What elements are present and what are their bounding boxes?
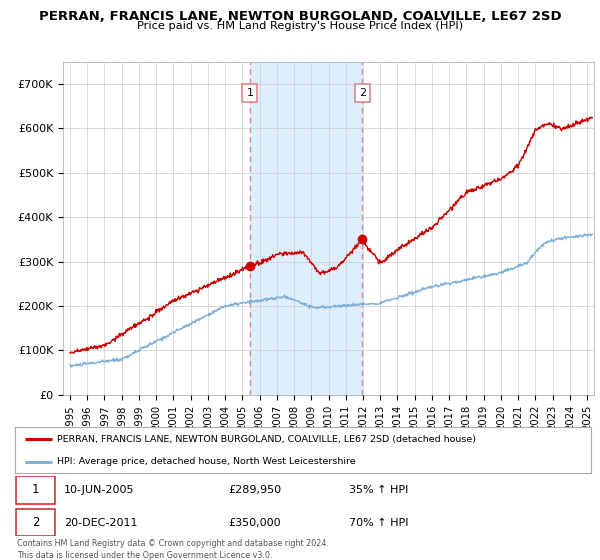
Text: 2: 2 [32,516,40,529]
Text: £289,950: £289,950 [228,485,281,495]
Text: 20-DEC-2011: 20-DEC-2011 [64,517,137,528]
Text: 35% ↑ HPI: 35% ↑ HPI [349,485,409,495]
Text: Price paid vs. HM Land Registry's House Price Index (HPI): Price paid vs. HM Land Registry's House … [137,21,463,31]
Text: Contains HM Land Registry data © Crown copyright and database right 2024.
This d: Contains HM Land Registry data © Crown c… [17,539,329,559]
Text: PERRAN, FRANCIS LANE, NEWTON BURGOLAND, COALVILLE, LE67 2SD (detached house): PERRAN, FRANCIS LANE, NEWTON BURGOLAND, … [57,435,476,444]
Text: HPI: Average price, detached house, North West Leicestershire: HPI: Average price, detached house, Nort… [57,457,356,466]
Text: PERRAN, FRANCIS LANE, NEWTON BURGOLAND, COALVILLE, LE67 2SD: PERRAN, FRANCIS LANE, NEWTON BURGOLAND, … [38,10,562,23]
Bar [250,62,362,395]
Text: 70% ↑ HPI: 70% ↑ HPI [349,517,409,528]
FancyBboxPatch shape [16,508,55,536]
Text: 10-JUN-2005: 10-JUN-2005 [64,485,134,495]
Text: 1: 1 [247,88,253,98]
Text: 2: 2 [359,88,366,98]
Text: 1: 1 [32,483,40,496]
Text: £350,000: £350,000 [228,517,281,528]
FancyBboxPatch shape [16,476,55,504]
